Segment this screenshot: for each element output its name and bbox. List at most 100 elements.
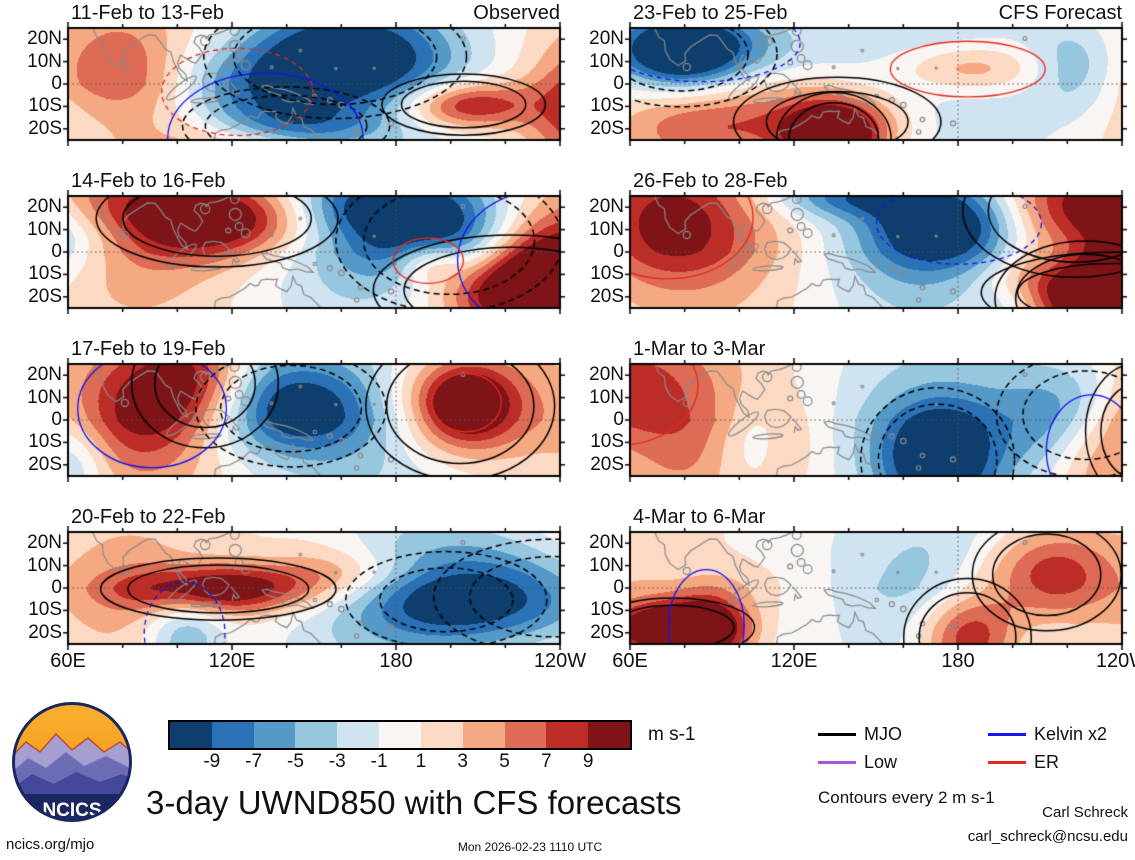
y-tick-label: 10S — [590, 599, 624, 621]
colorbar-tick-label: -7 — [245, 751, 263, 772]
legend-line-er — [988, 761, 1026, 764]
x-tick-label: 120W — [1095, 650, 1135, 672]
y-tick-label: 20N — [589, 532, 624, 554]
colorbar-tick-label: -1 — [370, 751, 388, 772]
y-tick-label: 20N — [27, 28, 62, 50]
colorbar-tick-label: -9 — [203, 751, 221, 772]
ncics-logo: NCICS — [12, 702, 132, 822]
x-tick-label: 120E — [770, 650, 818, 672]
colorbar — [168, 720, 632, 750]
x-tick-label: 180 — [941, 650, 975, 672]
colorbar-cell — [462, 722, 505, 748]
colorbar-cell — [170, 722, 212, 748]
y-tick-label: 10N — [27, 554, 62, 576]
legend-label: ER — [1034, 752, 1060, 772]
y-tick-label: 10S — [28, 95, 62, 117]
colorbar-cell — [504, 722, 547, 748]
footer-timestamp: Mon 2026-02-23 1110 UTC — [457, 840, 603, 854]
panel-title: 1-Mar to 3-Mar — [633, 338, 766, 360]
y-tick-label: 0 — [51, 241, 62, 262]
y-tick-label: 20N — [589, 196, 624, 218]
map-canvas — [62, 358, 566, 482]
legend-line-low — [818, 761, 856, 764]
y-tick-label: 10S — [590, 95, 624, 117]
y-tick-label: 20S — [28, 621, 62, 643]
y-tick-label: 20S — [590, 621, 624, 643]
map-canvas — [62, 526, 566, 650]
legend-line-mjo — [818, 733, 856, 736]
map-canvas — [62, 22, 566, 146]
contour-interval-note: Contours every 2 m s-1 — [818, 788, 995, 807]
map-canvas — [624, 358, 1128, 482]
y-tick-label: 10S — [590, 431, 624, 453]
y-tick-label: 10N — [589, 554, 624, 576]
legend-label: Kelvin x2 — [1034, 724, 1108, 744]
colorbar-tick-label: 7 — [541, 751, 552, 772]
y-tick-label: 20S — [590, 117, 624, 139]
legend-label: MJO — [864, 724, 902, 744]
colorbar-tick-label: -5 — [287, 751, 304, 772]
colorbar-cell — [337, 722, 380, 748]
y-tick-label: 10N — [27, 386, 62, 408]
column-heading-observed: Observed — [473, 2, 560, 24]
colorbar-units-label: m s-1 — [648, 724, 696, 745]
y-tick-label: 0 — [51, 577, 62, 598]
y-tick-label: 20S — [28, 453, 62, 475]
y-tick-label: 10S — [28, 431, 62, 453]
credit-email: carl_schreck@ncsu.edu — [967, 828, 1128, 845]
legend-line-kelvin-x2 — [988, 733, 1026, 736]
map-canvas — [62, 190, 566, 314]
y-tick-label: 0 — [613, 577, 624, 598]
x-tick-label: 60E — [612, 650, 648, 672]
logo-text: NCICS — [42, 800, 101, 821]
panel-title: 4-Mar to 6-Mar — [633, 506, 766, 528]
colorbar-tick-label: 9 — [582, 751, 594, 772]
y-tick-label: 0 — [51, 73, 62, 94]
x-tick-label: 120W — [533, 650, 587, 672]
y-tick-label: 0 — [613, 73, 624, 94]
panel-title: 11-Feb to 13-Feb — [71, 2, 225, 24]
column-heading-forecast: CFS Forecast — [998, 2, 1122, 24]
colorbar-cell — [546, 722, 589, 748]
y-tick-label: 10N — [27, 218, 62, 240]
colorbar-tick-label: 5 — [499, 751, 510, 772]
footer-site-url: ncics.org/mjo — [6, 836, 95, 853]
y-tick-label: 10N — [27, 50, 62, 72]
map-canvas — [624, 526, 1128, 650]
y-tick-label: 20N — [589, 364, 624, 386]
y-tick-label: 10N — [589, 50, 624, 72]
colorbar-cell — [253, 722, 296, 748]
colorbar-cell — [588, 722, 630, 748]
y-tick-label: 20S — [590, 285, 624, 307]
colorbar-cell — [295, 722, 338, 748]
panel-title: 23-Feb to 25-Feb — [633, 2, 788, 24]
y-tick-label: 10S — [28, 599, 62, 621]
panel-title: 26-Feb to 28-Feb — [633, 170, 788, 192]
y-tick-label: 20N — [27, 364, 62, 386]
legend-label: Low — [864, 752, 898, 772]
colorbar-tick-label: -3 — [328, 751, 346, 772]
logo-ring — [12, 702, 132, 822]
y-tick-label: 20S — [590, 453, 624, 475]
y-tick-label: 10S — [28, 263, 62, 285]
y-tick-label: 20N — [589, 28, 624, 50]
colorbar-cell — [211, 722, 254, 748]
x-tick-label: 120E — [208, 650, 256, 672]
y-tick-label: 10N — [589, 218, 624, 240]
y-tick-label: 0 — [613, 241, 624, 262]
x-tick-label: 60E — [50, 650, 86, 672]
colorbar-tick-label: 3 — [457, 751, 468, 772]
credit-name: Carl Schreck — [1042, 804, 1128, 821]
colorbar-tick-label: 1 — [415, 751, 427, 772]
map-canvas — [624, 22, 1128, 146]
y-tick-label: 20N — [27, 532, 62, 554]
y-tick-label: 0 — [51, 409, 62, 430]
y-tick-label: 20S — [28, 117, 62, 139]
colorbar-cell — [379, 722, 421, 748]
y-tick-label: 20S — [28, 285, 62, 307]
y-tick-label: 10S — [590, 263, 624, 285]
map-canvas — [624, 190, 1128, 314]
panel-title: 17-Feb to 19-Feb — [71, 338, 226, 360]
x-tick-label: 180 — [379, 650, 413, 672]
